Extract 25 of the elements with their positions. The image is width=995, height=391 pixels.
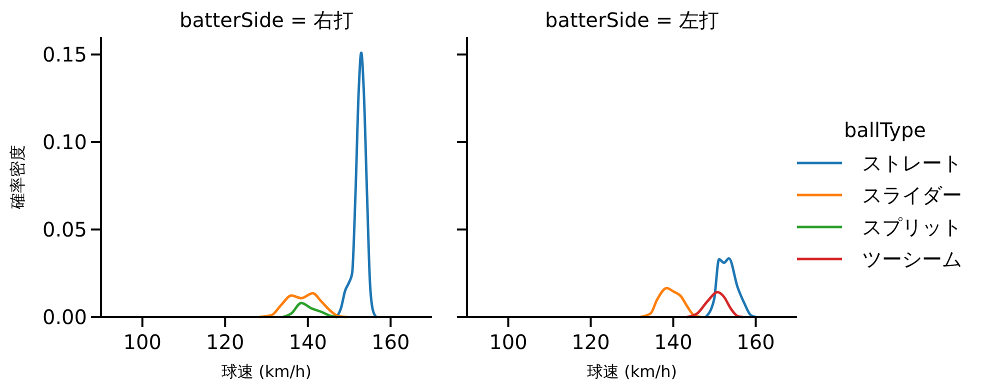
x-axis-title: 球速 (km/h) bbox=[587, 362, 677, 381]
line-series bbox=[258, 292, 348, 318]
x-tick-label: 100 bbox=[123, 330, 162, 354]
x-tick-label: 160 bbox=[372, 330, 410, 354]
chart-title: batterSide = 左打 bbox=[545, 8, 719, 32]
x-tick-label: 120 bbox=[572, 330, 610, 354]
line-series bbox=[336, 52, 378, 318]
y-tick-label: 0.15 bbox=[42, 42, 87, 66]
line-series bbox=[282, 302, 338, 318]
legend-label: ストレート bbox=[862, 151, 962, 175]
legend-label: スライダー bbox=[862, 183, 962, 207]
y-tick-label: 0.00 bbox=[42, 305, 87, 329]
y-tick-label: 0.10 bbox=[42, 130, 87, 154]
x-tick-label: 160 bbox=[736, 330, 775, 354]
legend-label: スプリット bbox=[862, 215, 962, 239]
x-tick-label: 140 bbox=[654, 330, 692, 354]
y-tick-label: 0.05 bbox=[42, 218, 87, 242]
x-axis-title: 球速 (km/h) bbox=[222, 362, 312, 381]
chart-title: batterSide = 右打 bbox=[180, 8, 354, 32]
x-tick-label: 120 bbox=[206, 330, 244, 354]
y-axis-title: 確率密度 bbox=[8, 145, 27, 210]
legend-title: ballType bbox=[844, 118, 926, 142]
legend-label: ツーシーム bbox=[862, 247, 962, 271]
x-tick-label: 140 bbox=[288, 330, 327, 354]
x-tick-label: 100 bbox=[489, 330, 528, 354]
